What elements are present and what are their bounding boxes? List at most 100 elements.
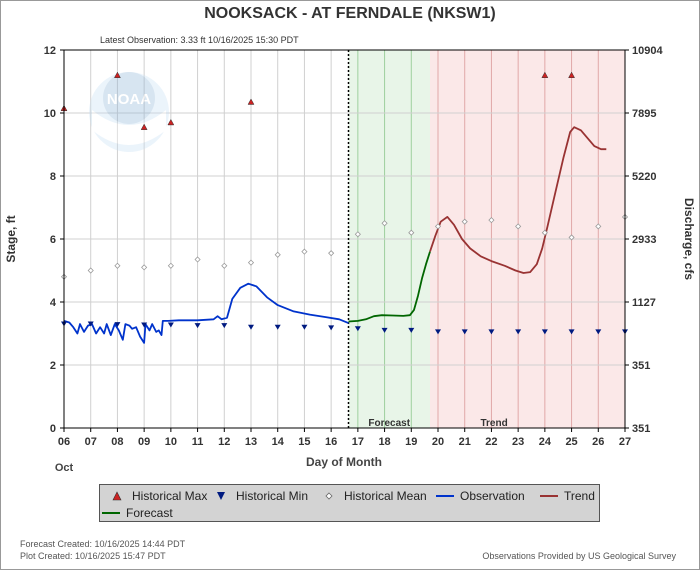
x-tick-label: 10: [165, 436, 177, 448]
historical-max-point: [167, 118, 175, 126]
historical-min-point: [248, 324, 254, 330]
trend-line: [429, 126, 607, 274]
y-axis-right-label: Discharge, cfs: [682, 198, 696, 280]
x-tick-label: 24: [539, 436, 552, 448]
legend-forecast: Forecast: [100, 506, 173, 520]
x-tick-label: 17: [352, 436, 364, 448]
chart-title: NOOKSACK - AT FERNDALE (NKSW1): [204, 5, 496, 22]
right-tick-label: 5220: [632, 171, 656, 183]
forecast-created: Forecast Created: 10/16/2025 14:44 PDT: [20, 539, 186, 549]
historical-min-point: [274, 324, 281, 330]
historical-mean-point: [408, 229, 415, 236]
legend-label: Forecast: [126, 506, 173, 520]
x-tick-label: 23: [512, 436, 524, 448]
right-tick-label: 1127: [632, 297, 656, 309]
legend-label: Observation: [460, 489, 525, 503]
x-tick-label: 12: [218, 436, 230, 448]
legend-label: Trend: [564, 489, 595, 503]
historical-min-point: [595, 329, 602, 335]
series-lines: [63, 126, 607, 344]
y-tick-label: 12: [44, 45, 56, 57]
historical-mean-point: [434, 223, 442, 230]
plot-created: Plot Created: 10/16/2025 15:47 PDT: [20, 551, 166, 561]
legend-historical-mean: Historical Mean: [318, 489, 427, 503]
x-tick-label: 15: [298, 436, 310, 448]
legend-trend: Trend: [538, 489, 595, 503]
right-tick-label: 7895: [632, 108, 656, 120]
historical-mean-point: [381, 220, 388, 227]
x-tick-label: 26: [592, 436, 604, 448]
historical-min-point: [141, 322, 148, 328]
right-tick-label: 10904: [632, 45, 663, 57]
historical-max-point: [541, 71, 549, 78]
historical-mean-point: [328, 250, 335, 257]
historical-min-point: [541, 329, 548, 335]
historical-min-point: [488, 329, 495, 335]
historical-mean-point: [488, 217, 495, 224]
historical-max-point: [140, 123, 148, 130]
legend-label: Historical Max: [132, 489, 208, 503]
x-tick-label: 16: [325, 436, 337, 448]
historical-mean-point: [247, 259, 255, 266]
x-tick-label: 07: [85, 436, 97, 448]
historical-mean-point: [541, 229, 548, 236]
historical-mean-point: [114, 262, 121, 269]
historical-min-point: [408, 327, 415, 333]
historical-min-point: [381, 327, 388, 333]
chart-legend: Historical Max Historical Min Historical…: [99, 484, 600, 522]
legend-observation: Observation: [434, 489, 525, 503]
historical-min-point: [515, 329, 522, 335]
forecast-region-label: Forecast: [368, 418, 410, 429]
x-tick-label: 21: [459, 436, 471, 448]
noaa-logo: NOAA: [89, 72, 169, 152]
x-axis-label: Day of Month: [306, 455, 382, 469]
historical-mean-point: [274, 251, 281, 258]
y-tick-label: 10: [44, 108, 56, 120]
historical-min-point: [194, 323, 201, 329]
historical-mean-point: [461, 218, 468, 225]
x-tick-label: 11: [192, 436, 204, 448]
historical-min-point: [568, 329, 575, 335]
x-tick-label: 27: [619, 436, 631, 448]
historical-mean-point: [568, 234, 575, 241]
x-axis-ticks: 06 07 08 09 10 11 12 13 14 15 16 17 18 19 20 21 22 23 24 25…: [58, 428, 631, 448]
y-axis-left-ticks: 0 2 4 6 8 10 12: [44, 45, 64, 435]
y-axis-right-ticks: 351 351 1127 2933 5220 7895 10904: [625, 45, 663, 435]
x-tick-label: 18: [378, 436, 390, 448]
historical-min-point: [221, 323, 228, 329]
historical-max-point: [114, 71, 121, 78]
y-tick-label: 8: [50, 171, 56, 183]
x-tick-label: 25: [565, 436, 577, 448]
x-tick-label: 09: [138, 436, 150, 448]
x-tick-label: 20: [432, 436, 444, 448]
historical-mean-point: [354, 231, 361, 238]
historical-min-point: [354, 326, 361, 332]
historical-max-point: [568, 71, 575, 78]
historical-min-point: [328, 325, 335, 331]
x-tick-label: 19: [405, 436, 417, 448]
latest-observation: Latest Observation: 3.33 ft 10/16/2025 1…: [100, 35, 299, 45]
x-tick-label: 22: [485, 436, 497, 448]
x-tick-label: 13: [245, 436, 257, 448]
legend-historical-max: Historical Max: [106, 489, 207, 503]
historical-mean-point: [221, 262, 228, 269]
y-axis-left-label: Stage, ft: [4, 215, 18, 262]
y-tick-label: 4: [50, 297, 57, 309]
historical-max-point: [247, 98, 255, 105]
historical-mean-point: [515, 223, 522, 230]
x-axis-month: Oct: [55, 462, 74, 474]
historical-mean-point: [301, 248, 308, 255]
historical-mean-point: [87, 267, 94, 274]
right-tick-label: 2933: [632, 234, 656, 246]
hydrograph-chart: NOOKSACK - AT FERNDALE (NKSW1) Latest Ob…: [4, 5, 696, 474]
historical-mean-point: [595, 223, 602, 230]
legend-label: Historical Mean: [344, 489, 427, 503]
historical-markers: [60, 71, 629, 335]
historical-mean-point: [167, 262, 174, 269]
historical-min-point: [167, 322, 174, 328]
data-credit: Observations Provided by US Geological S…: [482, 551, 676, 561]
forecast-line: [348, 251, 431, 323]
historical-min-point: [435, 329, 441, 335]
right-tick-label: 351: [632, 360, 650, 372]
historical-min-point: [301, 324, 308, 330]
